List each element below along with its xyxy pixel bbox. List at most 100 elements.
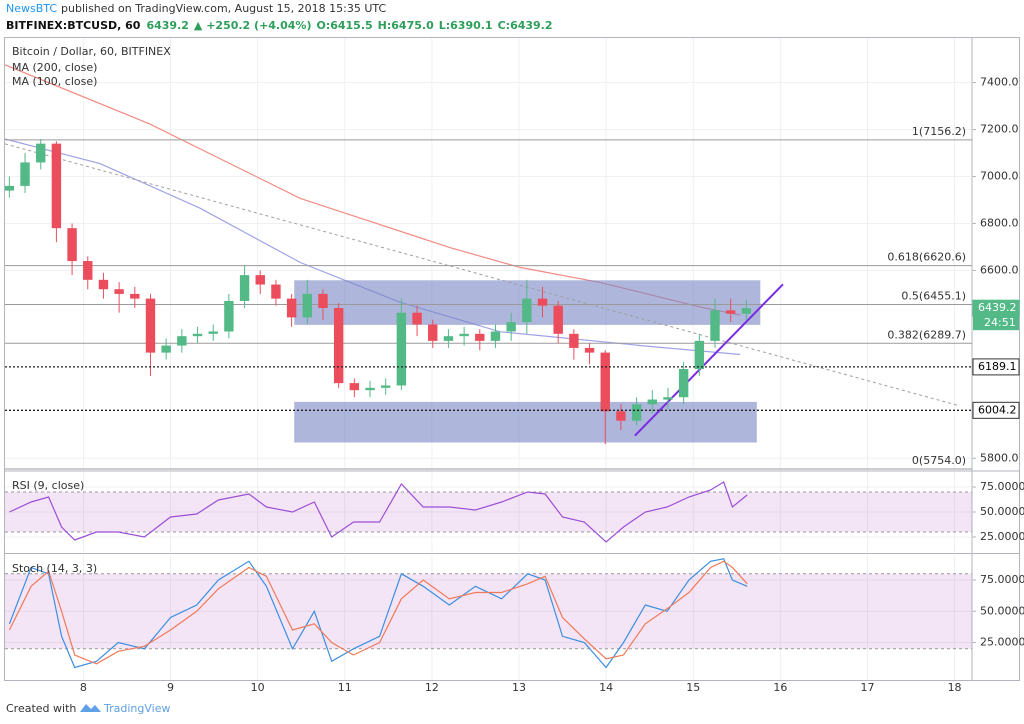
y-tick-label: 75.0000 — [980, 480, 1024, 493]
indicator-line — [8, 558, 748, 669]
indicator-line — [8, 560, 748, 665]
y-tick-label: 5800.0 — [980, 451, 1019, 464]
candle-body — [428, 324, 438, 341]
candle-body — [475, 333, 485, 341]
candle-body — [678, 369, 689, 398]
axes: 5800.0 6600.0 6800.0 7000.0 7200.0 7400.0 MA (… — [12, 45, 1024, 694]
legend-entry: MA (200, close) — [12, 61, 97, 74]
candle-body — [83, 261, 93, 280]
ohlc: C:6439.2 — [498, 19, 553, 32]
candle-body — [36, 143, 46, 163]
y-tick-label: 25.0000 — [980, 530, 1024, 543]
header-line: NewsBTC published on TradingView.com, Aug… — [6, 2, 386, 15]
fib-label: 0.618(6620.6) — [887, 251, 966, 264]
footer-brand: TradingView — [103, 702, 170, 715]
x-tick-label: 13 — [512, 681, 526, 694]
y-tick-label: 7000.0 — [980, 170, 1019, 183]
y-tick-label: 6600.0 — [980, 263, 1019, 276]
footer-created: Created with — [6, 702, 76, 715]
x-tick-label: 9 — [167, 681, 174, 694]
candle-body — [145, 298, 156, 353]
candle-body — [20, 162, 30, 186]
candle-body — [380, 385, 391, 388]
x-tick-label: 15 — [686, 681, 700, 694]
candle-body — [98, 279, 109, 290]
y-tick-label: 50.0000 — [980, 604, 1024, 617]
change: ▲ +250.2 (+4.04%) — [194, 19, 312, 32]
indicator-line — [9, 481, 748, 543]
countdown: 24:51 — [984, 316, 1016, 329]
symbol-line: BITFINEX:BTCUSD, 60 6439.2 ▲ +250.2 (+4.04… — [6, 19, 553, 32]
candle-body — [710, 310, 720, 341]
ohlc: H:6475.0 — [378, 19, 434, 32]
y-tick-label: 7200.0 — [980, 123, 1019, 136]
candle-body — [318, 293, 328, 308]
candle-body — [412, 312, 422, 325]
candle-body — [725, 310, 736, 314]
candle-body — [365, 387, 375, 391]
candle-body — [208, 331, 218, 334]
candle-body — [459, 333, 469, 337]
candle-body — [506, 322, 516, 332]
candle-body — [396, 312, 407, 386]
stoch-pane — [5, 555, 972, 680]
fib-label: 1(7156.2) — [912, 125, 966, 138]
candle-body — [522, 298, 532, 323]
candle-body — [333, 308, 344, 384]
candle-body — [5, 185, 15, 191]
candle-body — [569, 333, 579, 348]
candle-body — [349, 383, 360, 391]
candle-body — [271, 284, 281, 299]
candle-body — [694, 340, 705, 370]
candle-body — [616, 411, 626, 421]
pane-title: RSI (9, close) — [12, 479, 84, 492]
fib-label: 0(5754.0) — [912, 454, 966, 467]
x-tick-label: 10 — [251, 681, 265, 694]
y-tick-label: 7400.0 — [980, 76, 1019, 89]
x-tick-label: 12 — [425, 681, 439, 694]
band — [5, 573, 972, 649]
candle-body — [302, 293, 313, 318]
ohlc: L:6390.1 — [439, 19, 493, 32]
symbol: BITFINEX:BTCUSD, 60 — [6, 19, 141, 32]
candle-body — [224, 300, 234, 332]
rsi-pane — [5, 472, 972, 552]
candle-body — [239, 275, 250, 301]
legend-entry: MA (100, close) — [12, 75, 97, 88]
candle-body — [553, 305, 563, 334]
candle-body — [631, 404, 642, 421]
candle-body — [51, 143, 62, 229]
price-tag-label: 6439.2 — [978, 301, 1017, 314]
y-tick-label: 25.0000 — [980, 636, 1024, 649]
candle-body — [286, 298, 297, 318]
trendline — [634, 283, 784, 437]
last-price: 6439.2 — [146, 19, 188, 32]
candle-body — [130, 293, 140, 299]
fib-label: 0.382(6289.7) — [887, 328, 966, 341]
price-pane — [5, 38, 972, 470]
y-tick-label: 6800.0 — [980, 216, 1019, 229]
candle-body — [255, 275, 265, 285]
candle-body — [537, 298, 548, 306]
logo — [80, 704, 101, 712]
x-tick-label: 11 — [338, 681, 352, 694]
y-tick-label: 75.0000 — [980, 573, 1024, 586]
price-tag-label: 6004.2 — [978, 403, 1017, 416]
candle-body — [490, 331, 501, 341]
candle-body — [647, 399, 657, 405]
author: NewsBTC — [6, 2, 57, 15]
x-tick-label: 8 — [80, 681, 87, 694]
x-tick-label: 18 — [948, 681, 962, 694]
x-tick-label: 17 — [860, 681, 874, 694]
candle-body — [600, 352, 610, 412]
x-tick-label: 14 — [599, 681, 613, 694]
candle-body — [192, 333, 203, 337]
candle-body — [663, 397, 673, 400]
fib-label: 0.5(6455.1) — [901, 289, 966, 302]
pane-title: Stoch (14, 3, 3) — [12, 562, 97, 575]
candle-body — [67, 228, 77, 262]
price-tag — [972, 358, 1020, 376]
candle-body — [177, 336, 187, 346]
